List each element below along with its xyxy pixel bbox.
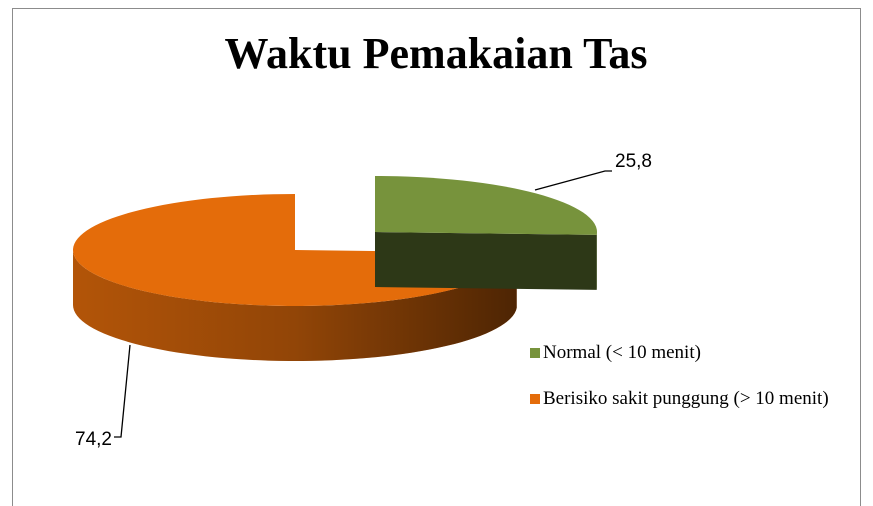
pie <box>73 176 597 362</box>
legend-item: Berisiko sakit punggung (> 10 menit) <box>530 388 830 410</box>
leader-line <box>114 344 131 438</box>
slice-side-shade <box>73 250 517 362</box>
slice-face <box>375 232 597 290</box>
chart-border <box>12 8 861 506</box>
data-label: 74,2 <box>75 429 112 450</box>
leader-line <box>534 170 612 191</box>
legend: Normal (< 10 menit) Berisiko sakit punggu… <box>530 342 830 434</box>
legend-swatch <box>530 348 540 358</box>
legend-swatch <box>530 394 540 404</box>
data-label: 25,8 <box>615 151 652 172</box>
legend-item: Normal (< 10 menit) <box>530 342 830 364</box>
legend-label: Normal (< 10 menit) <box>543 342 701 363</box>
legend-label: Berisiko sakit punggung (> 10 menit) <box>543 388 829 409</box>
chart-title: Waktu Pemakaian Tas <box>224 29 647 78</box>
slice-top <box>375 176 597 235</box>
